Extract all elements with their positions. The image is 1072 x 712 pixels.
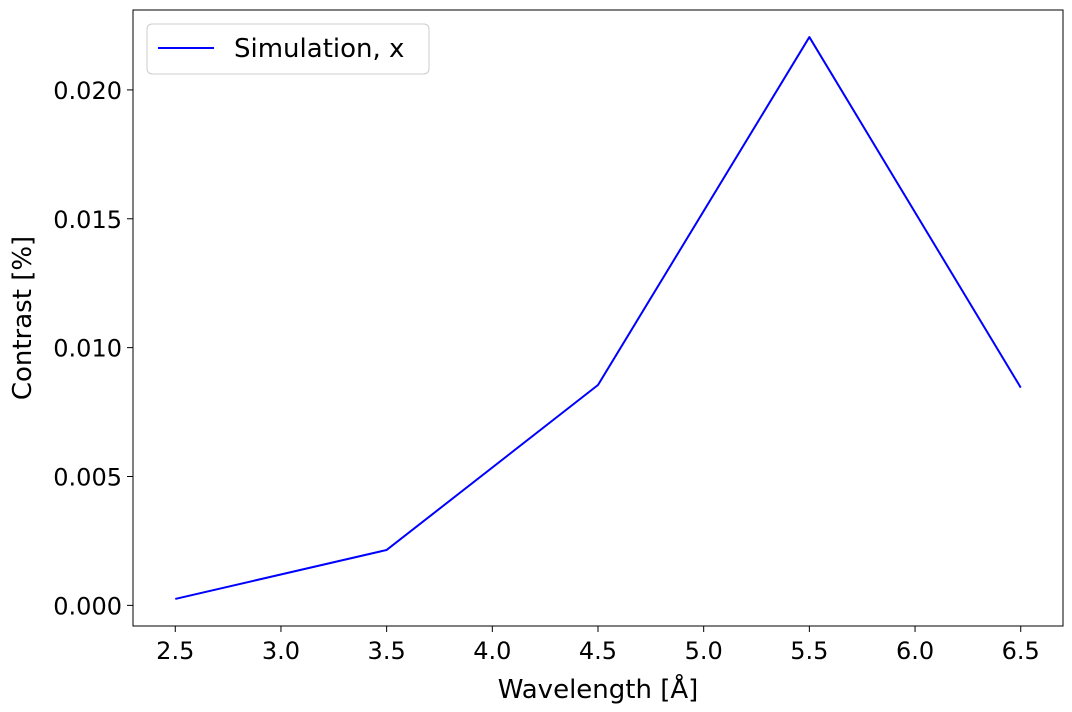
x-tick-label: 4.5 bbox=[579, 637, 617, 665]
x-tick-label: 2.5 bbox=[156, 637, 194, 665]
x-axis-ticks: 2.5 3.0 3.5 4.0 4.5 5.0 5.5 6.0 6.5 bbox=[156, 626, 1040, 665]
y-tick-label: 0.005 bbox=[53, 464, 122, 492]
y-tick-label: 0.010 bbox=[53, 335, 122, 363]
y-tick-label: 0.015 bbox=[53, 206, 122, 234]
legend-box bbox=[146, 23, 430, 75]
x-tick-label: 6.5 bbox=[1002, 637, 1040, 665]
series-layer bbox=[175, 36, 1022, 600]
x-tick-label: 5.5 bbox=[790, 637, 828, 665]
y-axis-label: Contrast [%] bbox=[8, 236, 38, 400]
x-tick-label: 6.0 bbox=[896, 637, 934, 665]
plot-frame bbox=[132, 9, 1064, 627]
legend: Simulation, x bbox=[146, 23, 430, 75]
plot-background bbox=[133, 10, 1063, 626]
x-tick-label: 5.0 bbox=[685, 637, 723, 665]
x-tick-label: 4.0 bbox=[473, 637, 511, 665]
x-tick-label: 3.5 bbox=[368, 637, 406, 665]
y-tick-label: 0.020 bbox=[53, 77, 122, 105]
legend-label-simulation-x: Simulation, x bbox=[234, 34, 404, 64]
y-axis-ticks: 0.000 0.005 0.010 0.015 0.020 bbox=[53, 77, 133, 620]
x-axis-label: Wavelength [Å] bbox=[498, 673, 699, 705]
x-tick-label: 3.0 bbox=[262, 637, 300, 665]
y-tick-label: 0.000 bbox=[53, 592, 122, 620]
series-line-simulation-x bbox=[175, 36, 1022, 600]
